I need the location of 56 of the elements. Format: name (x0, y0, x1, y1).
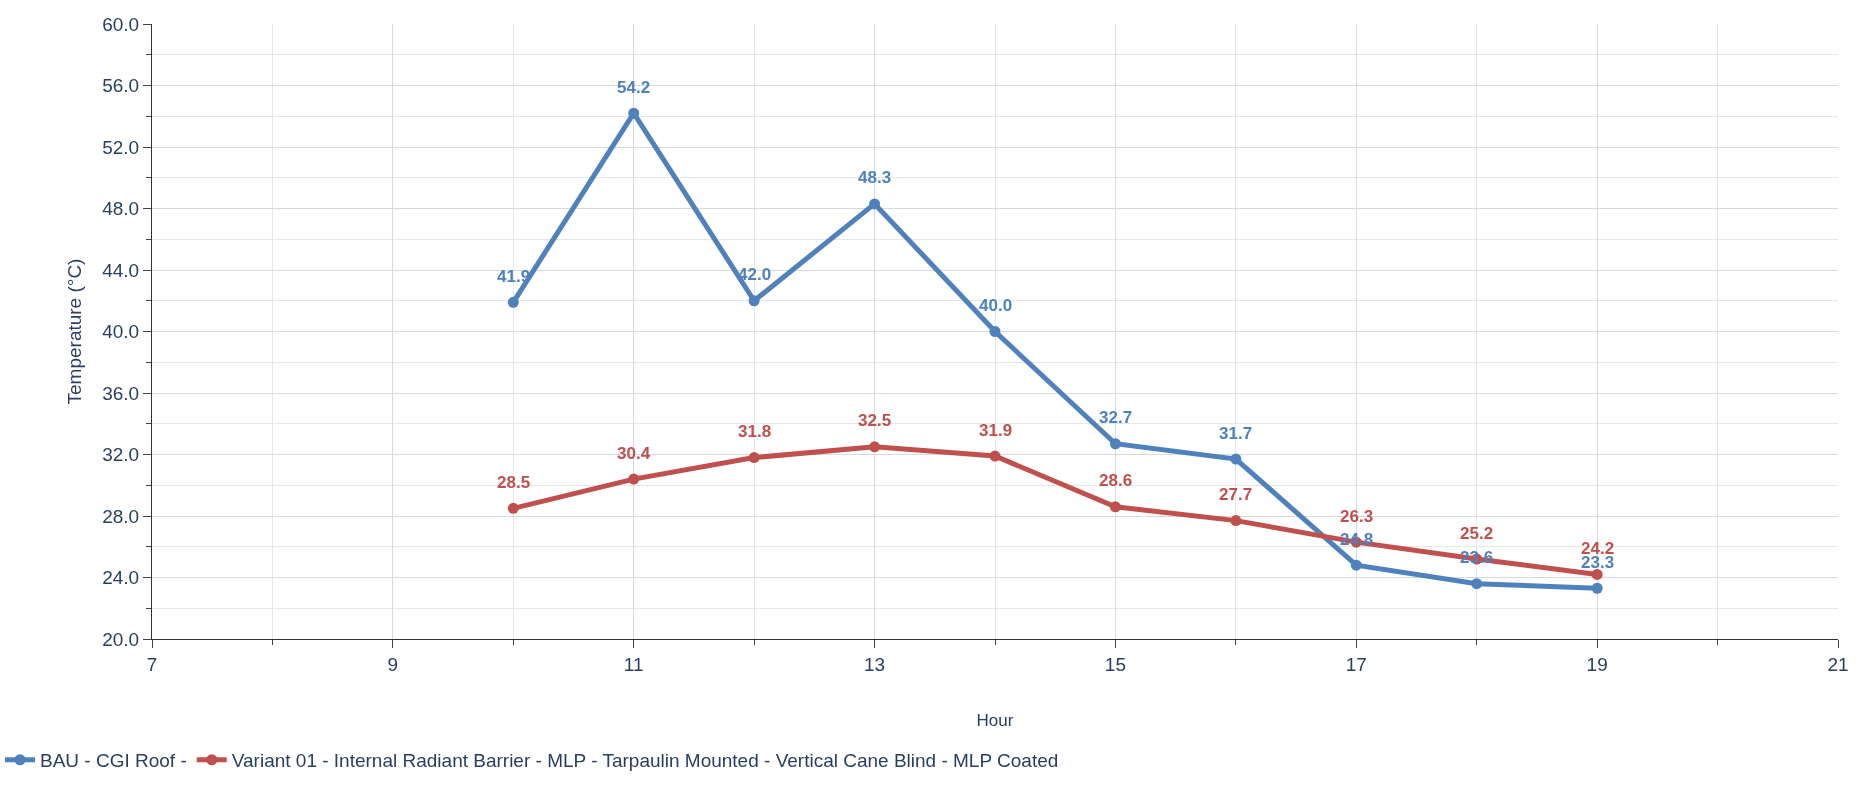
point (1109, 438, 1121, 450)
point (1230, 515, 1242, 527)
point (989, 450, 1001, 462)
data-label: 28.6 (1099, 471, 1133, 490)
y-tick-label: 36.0 (102, 382, 140, 404)
legend-label: BAU - CGI Roof - (40, 750, 187, 772)
point (628, 473, 640, 485)
y-tick-label: 56.0 (102, 75, 140, 97)
point (869, 198, 881, 210)
point (869, 441, 881, 453)
x-tick-label: 17 (1345, 653, 1367, 675)
point (1350, 559, 1362, 571)
data-label: 26.3 (1340, 507, 1374, 526)
data-label: 32.5 (858, 411, 892, 430)
x-tick-label: 15 (1104, 653, 1126, 675)
y-axis-title: Temperature (°C) (64, 258, 86, 405)
data-label: 31.7 (1219, 424, 1253, 443)
y-tick-label: 48.0 (102, 198, 140, 220)
point (1591, 568, 1603, 580)
point (1109, 501, 1121, 513)
y-tick-label: 20.0 (102, 628, 140, 650)
point (507, 296, 519, 308)
data-label: 28.5 (497, 473, 531, 492)
x-tick-label: 7 (146, 653, 158, 675)
data-label: 30.4 (617, 444, 651, 463)
y-tick-label: 40.0 (102, 321, 140, 343)
data-label: 31.9 (979, 421, 1013, 440)
y-tick-label: 32.0 (102, 444, 140, 466)
point (1471, 578, 1483, 590)
data-label: 31.8 (738, 422, 772, 441)
y-tick-label: 60.0 (102, 13, 140, 35)
y-tick-label: 52.0 (102, 136, 140, 158)
data-label: 27.7 (1219, 485, 1253, 504)
data-label: 40.0 (979, 296, 1013, 315)
data-label: 23.3 (1581, 553, 1615, 572)
data-label: 54.2 (617, 78, 651, 97)
x-tick-label: 13 (864, 653, 886, 675)
point (748, 452, 760, 464)
point (1230, 453, 1242, 465)
point (989, 326, 1001, 337)
point (748, 295, 760, 307)
x-tick-label: 21 (1827, 653, 1849, 675)
x-tick-label: 11 (623, 653, 644, 675)
x-axis-title: Hour (976, 711, 1014, 731)
point (1591, 582, 1603, 594)
x-tick-label: 19 (1586, 653, 1608, 675)
data-label: 25.2 (1460, 524, 1494, 543)
legend-label: Variant 01 - Internal Radiant Barrier - MLP - Tarpaulin Mounted - Vertical Cane Blind - MLP Coated (231, 750, 1059, 772)
y-tick-label: 24.0 (102, 567, 140, 589)
data-label: 48.3 (858, 168, 892, 187)
point (628, 107, 640, 119)
y-tick-label: 28.0 (102, 505, 140, 527)
point (507, 502, 519, 514)
y-tick-label: 44.0 (102, 259, 140, 281)
data-label: 32.7 (1099, 408, 1133, 427)
x-tick-label: 9 (387, 653, 399, 675)
